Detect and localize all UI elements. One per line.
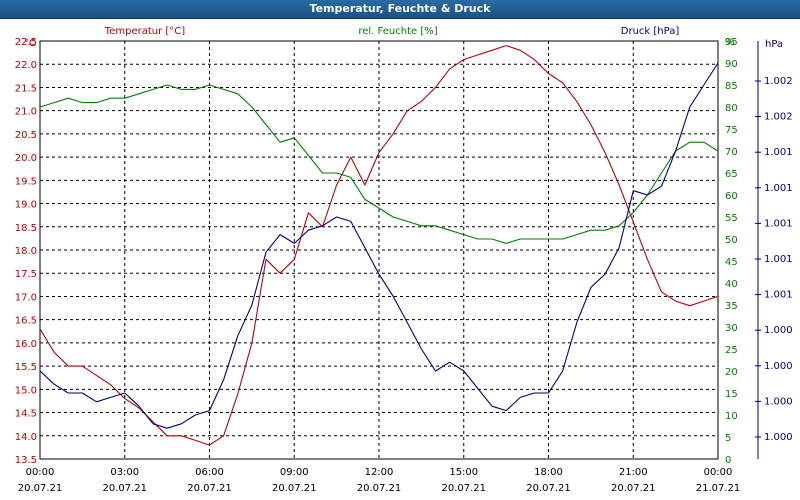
humidity-tick-label: 25 bbox=[725, 345, 738, 356]
temperature-tick-label: 15.0 bbox=[15, 385, 37, 396]
temperature-tick-label: 20.0 bbox=[15, 153, 37, 164]
x-tick-date: 20.07.21 bbox=[357, 483, 402, 494]
humidity-tick-label: 30 bbox=[725, 323, 738, 334]
chart-canvas: °C 13.5 14.0 14.5 15.0 15.5 16.0 16.5 17.0 17.5 18… bbox=[15, 26, 793, 494]
x-tick-time: 09:00 bbox=[280, 467, 309, 478]
x-tick-date: 20.07.21 bbox=[441, 483, 486, 494]
temperature-tick-label: 19.5 bbox=[15, 176, 37, 187]
pressure-tick-label: 1.001 bbox=[764, 183, 793, 194]
humidity-tick-label: 85 bbox=[725, 81, 738, 92]
x-tick-time: 18:00 bbox=[534, 467, 563, 478]
x-tick-time: 15:00 bbox=[449, 467, 478, 478]
temperature-axis-title: Temperatur [°C] bbox=[104, 26, 185, 37]
x-tick-date: 20.07.21 bbox=[102, 483, 147, 494]
pressure-tick-label: 1.000 bbox=[764, 396, 793, 407]
humidity-tick-label: 75 bbox=[725, 125, 738, 136]
x-tick-time: 12:00 bbox=[365, 467, 394, 478]
pressure-tick-label: 1.001 bbox=[764, 254, 793, 265]
humidity-tick-label: 0 bbox=[725, 455, 731, 466]
x-tick-time: 00:00 bbox=[26, 467, 55, 478]
pressure-tick-label: 1.002 bbox=[764, 112, 793, 123]
pressure-tick-label: 1.001 bbox=[764, 147, 793, 158]
humidity-tick-label: 90 bbox=[725, 59, 738, 70]
humidity-unit: % bbox=[725, 37, 735, 48]
temperature-tick-label: 16.5 bbox=[15, 316, 37, 327]
humidity-tick-label: 80 bbox=[725, 103, 738, 114]
humidity-tick-label: 60 bbox=[725, 191, 738, 202]
pressure-tick-label: 1.001 bbox=[764, 218, 793, 229]
x-tick-date: 20.07.21 bbox=[611, 483, 656, 494]
temperature-tick-label: 21.5 bbox=[15, 83, 37, 94]
pressure-tick-label: 1.002 bbox=[764, 76, 793, 87]
x-tick-time: 06:00 bbox=[195, 467, 224, 478]
humidity-tick-label: 95 bbox=[725, 37, 738, 48]
humidity-axis-title: rel. Feuchte [%] bbox=[358, 26, 437, 37]
humidity-tick-label: 35 bbox=[725, 301, 738, 312]
humidity-tick-label: 55 bbox=[725, 213, 738, 224]
temperature-tick-label: 22.0 bbox=[15, 60, 37, 71]
humidity-tick-label: 50 bbox=[725, 235, 738, 246]
x-tick-time: 21:00 bbox=[619, 467, 648, 478]
humidity-tick-label: 40 bbox=[725, 279, 738, 290]
temperature-tick-label: 19.0 bbox=[15, 200, 37, 211]
humidity-tick-label: 20 bbox=[725, 367, 738, 378]
humidity-tick-label: 15 bbox=[725, 389, 738, 400]
pressure-unit: hPa bbox=[765, 39, 783, 50]
temperature-unit: °C bbox=[24, 38, 36, 49]
pressure-tick-label: 1.001 bbox=[764, 290, 793, 301]
x-tick-time: 00:00 bbox=[704, 467, 733, 478]
humidity-tick-label: 5 bbox=[725, 433, 731, 444]
temperature-tick-label: 17.5 bbox=[15, 269, 37, 280]
temperature-tick-label: 15.5 bbox=[15, 362, 37, 373]
series-line-pressure bbox=[39, 62, 719, 429]
x-tick-date: 20.07.21 bbox=[187, 483, 232, 494]
temperature-tick-label: 14.0 bbox=[15, 432, 37, 443]
humidity-tick-label: 70 bbox=[725, 147, 738, 158]
temperature-tick-label: 18.5 bbox=[15, 223, 37, 234]
temperature-tick-label: 21.0 bbox=[15, 107, 37, 118]
axes: °C 13.5 14.0 14.5 15.0 15.5 16.0 16.5 17.0 17.5 18… bbox=[15, 26, 793, 494]
pressure-tick-label: 1.000 bbox=[764, 361, 793, 372]
temperature-tick-label: 22.5 bbox=[15, 37, 37, 48]
temperature-tick-label: 16.0 bbox=[15, 339, 37, 350]
pressure-tick-label: 1.000 bbox=[764, 432, 793, 443]
x-tick-date: 21.07.21 bbox=[696, 483, 741, 494]
temperature-tick-label: 17.0 bbox=[15, 292, 37, 303]
x-tick-date: 20.07.21 bbox=[526, 483, 571, 494]
temperature-tick-label: 18.0 bbox=[15, 246, 37, 257]
temperature-tick-label: 14.5 bbox=[15, 409, 37, 420]
pressure-axis-title: Druck [hPa] bbox=[621, 26, 680, 37]
humidity-tick-label: 45 bbox=[725, 257, 738, 268]
x-tick-time: 03:00 bbox=[110, 467, 139, 478]
pressure-tick-label: 1.000 bbox=[764, 325, 793, 336]
series-line-humidity bbox=[39, 84, 719, 244]
window-title: Temperatur, Feuchte & Druck bbox=[309, 2, 491, 15]
humidity-tick-label: 10 bbox=[725, 411, 738, 422]
grid bbox=[39, 40, 719, 460]
temperature-tick-label: 13.5 bbox=[15, 455, 37, 466]
title-bar: Temperatur, Feuchte & Druck bbox=[0, 0, 800, 19]
humidity-tick-label: 65 bbox=[725, 169, 738, 180]
x-tick-date: 20.07.21 bbox=[18, 483, 63, 494]
temperature-tick-label: 20.5 bbox=[15, 130, 37, 141]
x-tick-date: 20.07.21 bbox=[272, 483, 317, 494]
series-line-temperature bbox=[39, 45, 719, 446]
series-lines bbox=[39, 45, 719, 446]
